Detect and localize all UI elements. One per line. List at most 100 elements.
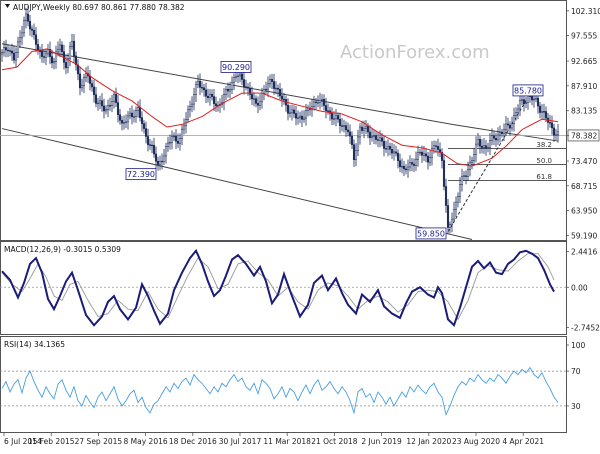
- candle-body: [500, 132, 504, 134]
- candle-body: [382, 140, 386, 149]
- candle-body: [330, 113, 334, 120]
- candle-body: [116, 102, 120, 115]
- candle-body: [246, 86, 250, 89]
- candle-body: [236, 75, 240, 77]
- candle-body: [192, 94, 196, 105]
- candle-body: [272, 81, 276, 89]
- price-header-text: AUDJPY,Weekly 80.697 80.861 77.880 78.38…: [13, 3, 185, 12]
- candle-body: [450, 218, 454, 225]
- candle-body: [66, 58, 70, 69]
- candle-body: [520, 99, 524, 102]
- moving-average-line: [1, 48, 559, 167]
- candle-body: [510, 123, 514, 129]
- candle-body: [350, 135, 354, 145]
- rsi-y-tick-label: 30: [571, 402, 581, 411]
- candle-body: [446, 205, 450, 228]
- price-y-tick-label: 97.555: [571, 32, 597, 41]
- candle-body: [88, 75, 92, 84]
- candle-body: [300, 115, 304, 120]
- rsi-line: [1, 366, 559, 416]
- candle-body: [226, 88, 230, 92]
- candle-body: [268, 79, 272, 85]
- price-annotation-label: 85.780: [514, 86, 542, 95]
- candle-body: [458, 184, 462, 197]
- candle-body: [80, 85, 84, 89]
- candle-body: [370, 136, 374, 138]
- x-axis-tick-label: 30 Jul 2017: [219, 437, 262, 446]
- candle-body: [424, 153, 428, 157]
- candle-body: [150, 144, 154, 147]
- candle-body: [462, 175, 466, 177]
- candle-body: [148, 144, 152, 146]
- price-header: AUDJPY,Weekly 80.697 80.861 77.880 78.38…: [5, 3, 185, 12]
- candle-body: [534, 97, 538, 100]
- candle-body: [172, 135, 176, 138]
- candle-body: [156, 161, 160, 165]
- candle-body: [64, 62, 68, 69]
- candle-body: [44, 53, 48, 58]
- candle-body: [342, 125, 346, 127]
- candle-body: [52, 61, 56, 64]
- candle-body: [302, 117, 306, 120]
- candle-body: [84, 73, 88, 78]
- candle-body: [334, 115, 338, 120]
- candle-body: [196, 80, 200, 85]
- candle-body: [208, 93, 212, 99]
- candle-body: [122, 122, 126, 124]
- rsi-pane-border: [0, 336, 567, 433]
- candle-body: [240, 73, 244, 80]
- candle-body: [68, 46, 72, 59]
- candle-body: [306, 107, 310, 111]
- candle-body: [16, 41, 20, 53]
- candle-body: [352, 144, 356, 160]
- candle-body: [442, 160, 446, 187]
- macd-y-tick-label: 2.4416: [571, 248, 597, 257]
- candle-body: [168, 142, 172, 144]
- candle-body: [206, 95, 210, 99]
- candle-body: [418, 151, 422, 154]
- price-annotation-label: 72.390: [127, 170, 155, 179]
- candle-body: [346, 129, 350, 133]
- candle-body: [456, 196, 460, 203]
- candle-body: [104, 109, 108, 112]
- macd-header: MACD(12,26,9) -0.3015 0.5309: [4, 245, 121, 254]
- candle-body: [222, 94, 226, 103]
- candle-body: [532, 98, 536, 101]
- x-axis-tick-label: 6 Jul 2014: [4, 437, 42, 446]
- candle-body: [18, 37, 22, 43]
- candle-body: [496, 134, 500, 141]
- candle-body: [6, 49, 10, 52]
- candle-body: [440, 152, 444, 161]
- price-y-tick-label: 73.470: [571, 157, 597, 166]
- dropdown-triangle-icon: [5, 4, 10, 8]
- candle-body: [376, 139, 380, 141]
- candle-body: [234, 75, 238, 78]
- candle-body: [176, 140, 180, 144]
- candle-body: [506, 123, 510, 126]
- candle-body: [138, 106, 142, 118]
- candle-body: [336, 115, 340, 120]
- candle-body: [30, 28, 34, 31]
- candle-body: [384, 148, 388, 150]
- price-y-tick-label: 92.665: [571, 57, 597, 66]
- candle-body: [406, 166, 410, 171]
- x-axis-tick-label: 8 May 2016: [124, 437, 168, 446]
- fib-level-label: 61.8: [536, 173, 552, 181]
- candle-body: [178, 138, 182, 144]
- candle-body: [372, 135, 376, 137]
- candle-body: [200, 87, 204, 89]
- price-y-tick-label: 83.135: [571, 107, 597, 116]
- candle-body: [304, 110, 308, 119]
- price-y-tick-label: 59.190: [571, 231, 597, 240]
- candle-body: [154, 153, 158, 162]
- candle-body: [166, 142, 170, 147]
- candle-body: [270, 79, 274, 82]
- candle-body: [360, 126, 364, 131]
- candle-body: [194, 83, 198, 95]
- candle-body: [436, 146, 440, 150]
- candle-body: [132, 116, 136, 118]
- candle-body: [24, 13, 28, 21]
- candle-body: [550, 122, 554, 129]
- candle-body: [264, 88, 268, 91]
- candle-body: [492, 135, 496, 139]
